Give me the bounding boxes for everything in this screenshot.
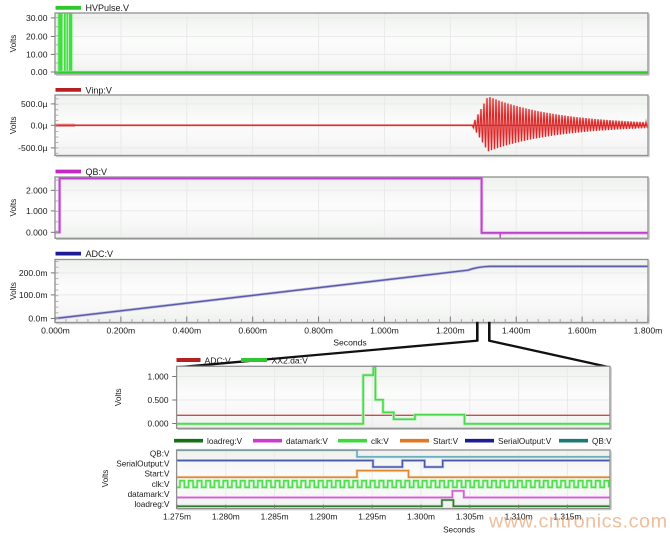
- svg-text:Start:V: Start:V: [144, 470, 170, 479]
- svg-text:0.000m: 0.000m: [41, 326, 70, 336]
- svg-text:1.000: 1.000: [148, 372, 169, 382]
- svg-text:0.000: 0.000: [26, 227, 48, 237]
- svg-text:2.000: 2.000: [26, 185, 48, 195]
- svg-text:0.0m: 0.0m: [28, 314, 47, 324]
- svg-text:0.0µ: 0.0µ: [31, 120, 48, 130]
- svg-text:200.0m: 200.0m: [19, 268, 48, 278]
- svg-text:Volts: Volts: [9, 282, 18, 300]
- svg-text:0.500: 0.500: [148, 395, 169, 405]
- svg-text:HVPulse.V: HVPulse.V: [86, 3, 130, 13]
- svg-text:20.00: 20.00: [26, 32, 48, 42]
- svg-text:10.00: 10.00: [26, 49, 48, 59]
- svg-text:1.300m: 1.300m: [407, 512, 435, 522]
- svg-text:ADC:V: ADC:V: [86, 249, 114, 259]
- svg-text:clk:V: clk:V: [371, 437, 389, 446]
- svg-text:Volts: Volts: [9, 116, 18, 134]
- svg-text:QB:V: QB:V: [150, 449, 170, 458]
- svg-text:1.315m: 1.315m: [553, 512, 581, 522]
- svg-text:Seconds: Seconds: [443, 526, 475, 535]
- svg-text:0.800m: 0.800m: [304, 326, 333, 336]
- svg-text:Volts: Volts: [9, 35, 18, 53]
- svg-text:loadreg:V: loadreg:V: [134, 500, 170, 509]
- svg-text:1.310m: 1.310m: [505, 512, 533, 522]
- svg-text:0.400m: 0.400m: [172, 326, 201, 336]
- svg-text:1.305m: 1.305m: [456, 512, 484, 522]
- svg-text:1.280m: 1.280m: [212, 512, 240, 522]
- svg-text:clk:V: clk:V: [152, 480, 170, 489]
- svg-text:1.200m: 1.200m: [436, 326, 465, 336]
- svg-text:30.00: 30.00: [26, 13, 48, 23]
- svg-text:1.285m: 1.285m: [261, 512, 289, 522]
- svg-text:1.275m: 1.275m: [163, 512, 191, 522]
- svg-text:1.295m: 1.295m: [358, 512, 386, 522]
- svg-text:0.600m: 0.600m: [238, 326, 267, 336]
- svg-text:1.600m: 1.600m: [568, 326, 597, 336]
- svg-text:SerialOutput:V: SerialOutput:V: [116, 460, 170, 469]
- svg-text:1.400m: 1.400m: [502, 326, 531, 336]
- svg-text:1.800m: 1.800m: [634, 326, 663, 336]
- svg-text:0.200m: 0.200m: [107, 326, 136, 336]
- svg-text:Volts: Volts: [101, 470, 110, 488]
- svg-text:Vinp:V: Vinp:V: [86, 85, 112, 95]
- svg-text:1.000: 1.000: [26, 206, 48, 216]
- svg-text:datamark:V: datamark:V: [286, 437, 328, 446]
- svg-text:QB:V: QB:V: [86, 167, 108, 177]
- svg-text:loadreg:V: loadreg:V: [207, 437, 243, 446]
- svg-text:-500.0µ: -500.0µ: [18, 143, 47, 153]
- svg-text:500.0µ: 500.0µ: [21, 99, 48, 109]
- svg-text:datamark:V: datamark:V: [128, 490, 170, 499]
- svg-text:0.00: 0.00: [31, 67, 48, 77]
- svg-text:1.290m: 1.290m: [309, 512, 337, 522]
- svg-text:XX2.da:V: XX2.da:V: [272, 355, 309, 365]
- svg-text:100.0m: 100.0m: [19, 290, 48, 300]
- svg-text:Volts: Volts: [9, 199, 18, 217]
- svg-text:Start:V: Start:V: [433, 437, 459, 446]
- svg-text:www.cntronics.com: www.cntronics.com: [488, 511, 668, 533]
- svg-text:0.000: 0.000: [148, 419, 169, 429]
- svg-text:Seconds: Seconds: [333, 338, 366, 348]
- svg-text:1.000m: 1.000m: [370, 326, 399, 336]
- svg-text:ADC:V: ADC:V: [205, 355, 232, 365]
- svg-text:SerialOutput:V: SerialOutput:V: [498, 437, 552, 446]
- svg-text:QB:V: QB:V: [592, 437, 612, 446]
- svg-text:Volts: Volts: [114, 388, 123, 406]
